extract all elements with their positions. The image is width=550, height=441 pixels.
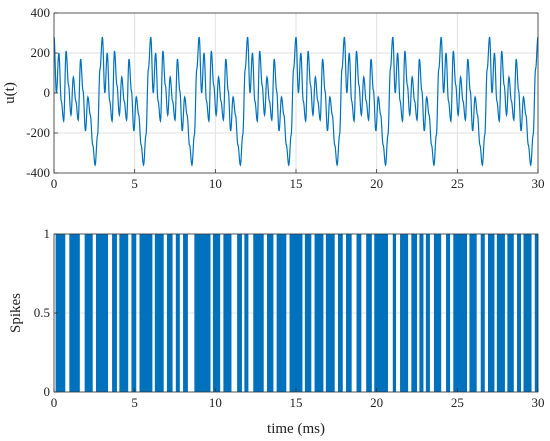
signal-ytick-label: 0 — [44, 85, 51, 100]
spike-bar — [325, 234, 335, 392]
spike-bar — [446, 234, 451, 392]
spike-bar — [237, 234, 242, 392]
signal-ytick-label: 400 — [31, 5, 51, 20]
signal-xtick-label: 20 — [370, 176, 383, 191]
signal-ytick-label: -400 — [26, 165, 50, 180]
signal-series-line — [53, 36, 539, 167]
spike-bar — [95, 234, 109, 392]
spike-ytick-label: 0.5 — [34, 305, 50, 320]
spike-bar — [55, 234, 66, 392]
spike-bar — [433, 234, 442, 392]
spike-bar — [175, 234, 180, 392]
spike-bar — [314, 234, 324, 392]
spike-bar — [266, 234, 274, 392]
spike-bar — [356, 234, 362, 392]
spike-bar — [69, 234, 80, 392]
spike-y-axis-label: Spikes — [8, 293, 24, 333]
spike-xtick-label: 5 — [131, 395, 138, 410]
spike-xtick-label: 20 — [370, 395, 383, 410]
spike-bar — [534, 234, 538, 392]
spike-bar — [253, 234, 264, 392]
spike-bar — [346, 234, 352, 392]
spike-bar — [131, 234, 137, 392]
signal-xtick-label: 25 — [451, 176, 464, 191]
spike-bar — [337, 234, 343, 392]
spike-xtick-label: 0 — [51, 395, 58, 410]
spike-bar — [496, 234, 505, 392]
spike-bar — [374, 234, 388, 392]
spike-bars-group — [55, 234, 538, 392]
spike-bar — [480, 234, 485, 392]
signal-chart: 0 5 10 15 20 25 30 -400 -200 0 200 400 u(t) — [2, 5, 545, 191]
spike-bar — [411, 234, 417, 392]
spike-bar — [366, 234, 372, 392]
spike-bar — [400, 234, 409, 392]
signal-xtick-label: 10 — [209, 176, 222, 191]
spike-bar — [487, 234, 495, 392]
spike-ytick-label: 0 — [44, 384, 51, 399]
spike-bar — [119, 234, 129, 392]
spike-xtick-label: 25 — [451, 395, 464, 410]
spike-bar — [419, 234, 424, 392]
signal-ytick-label: -200 — [26, 125, 50, 140]
spike-bar — [84, 234, 93, 392]
spike-bar — [304, 234, 312, 392]
spike-x-ticks: 0 5 10 15 20 25 30 — [51, 388, 545, 410]
signal-x-ticks: 0 5 10 15 20 25 30 — [51, 169, 545, 191]
spike-bar — [212, 234, 221, 392]
signal-y-axis-label: u(t) — [2, 82, 18, 104]
spike-bar — [523, 234, 532, 392]
spike-ytick-label: 1 — [44, 226, 51, 241]
spike-bar — [194, 234, 211, 392]
spike-bar — [453, 234, 468, 392]
signal-ytick-label: 200 — [31, 45, 51, 60]
spike-xtick-label: 15 — [290, 395, 303, 410]
spike-bar — [244, 234, 249, 392]
spike-bar — [289, 234, 303, 392]
spike-bar — [276, 234, 287, 392]
signal-xtick-label: 30 — [532, 176, 545, 191]
spike-bar — [183, 234, 188, 392]
spike-bar — [166, 234, 173, 392]
spike-bar — [139, 234, 153, 392]
signal-xtick-label: 15 — [290, 176, 303, 191]
spike-bar — [112, 234, 117, 392]
spike-x-axis-label: time (ms) — [267, 421, 325, 437]
spike-bar — [425, 234, 430, 392]
spike-bar — [469, 234, 477, 392]
spike-bar — [507, 234, 514, 392]
signal-xtick-label: 5 — [131, 176, 138, 191]
spike-xtick-label: 10 — [209, 395, 222, 410]
signal-xtick-label: 0 — [51, 176, 58, 191]
spike-bar — [392, 234, 397, 392]
signal-line-group — [53, 36, 539, 167]
spike-xtick-label: 30 — [532, 395, 545, 410]
signal-y-ticks: -400 -200 0 200 400 — [26, 5, 58, 180]
spike-bar — [154, 234, 164, 392]
spike-chart: 0 5 10 15 20 25 30 00.51 Spikes time (ms) — [8, 226, 545, 437]
spike-bar — [517, 234, 522, 392]
spike-bar — [223, 234, 232, 392]
spike-y-ticks: 00.51 — [34, 226, 58, 399]
